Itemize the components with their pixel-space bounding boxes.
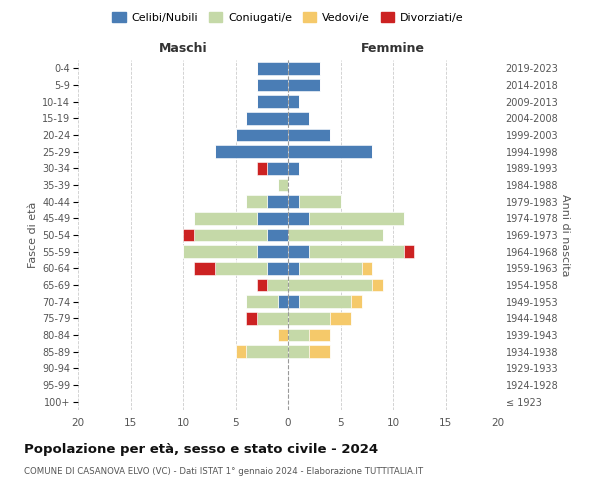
Bar bbox=[257, 162, 267, 174]
Bar bbox=[257, 79, 288, 92]
Bar bbox=[288, 296, 299, 308]
Bar bbox=[257, 62, 288, 74]
Bar bbox=[309, 212, 404, 224]
Bar bbox=[288, 346, 309, 358]
Bar bbox=[277, 296, 288, 308]
Bar bbox=[288, 279, 372, 291]
Bar bbox=[288, 62, 320, 74]
Bar bbox=[288, 96, 299, 108]
Bar bbox=[235, 346, 246, 358]
Bar bbox=[309, 329, 330, 341]
Bar bbox=[288, 196, 299, 208]
Bar bbox=[288, 129, 330, 141]
Bar bbox=[404, 246, 414, 258]
Bar bbox=[193, 229, 267, 241]
Bar bbox=[309, 246, 404, 258]
Text: Popolazione per età, sesso e stato civile - 2024: Popolazione per età, sesso e stato civil… bbox=[24, 442, 378, 456]
Bar bbox=[299, 262, 361, 274]
Bar bbox=[330, 312, 351, 324]
Bar bbox=[257, 96, 288, 108]
Bar bbox=[267, 229, 288, 241]
Bar bbox=[246, 312, 257, 324]
Bar bbox=[246, 296, 277, 308]
Bar bbox=[193, 262, 215, 274]
Y-axis label: Anni di nascita: Anni di nascita bbox=[560, 194, 569, 276]
Bar bbox=[193, 212, 257, 224]
Bar bbox=[267, 162, 288, 174]
Text: COMUNE DI CASANOVA ELVO (VC) - Dati ISTAT 1° gennaio 2024 - Elaborazione TUTTITA: COMUNE DI CASANOVA ELVO (VC) - Dati ISTA… bbox=[24, 468, 423, 476]
Bar bbox=[299, 296, 351, 308]
Bar bbox=[215, 262, 267, 274]
Bar bbox=[288, 146, 372, 158]
Bar bbox=[288, 212, 309, 224]
Bar bbox=[267, 196, 288, 208]
Bar bbox=[246, 196, 267, 208]
Bar bbox=[183, 246, 257, 258]
Bar bbox=[257, 312, 288, 324]
Bar bbox=[277, 329, 288, 341]
Bar bbox=[257, 212, 288, 224]
Bar bbox=[288, 112, 309, 124]
Text: Femmine: Femmine bbox=[361, 42, 425, 55]
Bar bbox=[235, 129, 288, 141]
Bar bbox=[309, 346, 330, 358]
Text: Maschi: Maschi bbox=[158, 42, 208, 55]
Bar bbox=[372, 279, 383, 291]
Bar bbox=[183, 229, 193, 241]
Bar bbox=[351, 296, 361, 308]
Bar bbox=[246, 346, 288, 358]
Bar bbox=[288, 246, 309, 258]
Bar bbox=[299, 196, 341, 208]
Bar bbox=[288, 162, 299, 174]
Legend: Celibi/Nubili, Coniugati/e, Vedovi/e, Divorziati/e: Celibi/Nubili, Coniugati/e, Vedovi/e, Di… bbox=[108, 8, 468, 28]
Bar bbox=[257, 279, 267, 291]
Bar bbox=[246, 112, 288, 124]
Bar bbox=[288, 229, 383, 241]
Bar bbox=[215, 146, 288, 158]
Bar bbox=[277, 179, 288, 192]
Y-axis label: Fasce di età: Fasce di età bbox=[28, 202, 38, 268]
Bar bbox=[288, 312, 330, 324]
Bar bbox=[257, 246, 288, 258]
Bar bbox=[288, 262, 299, 274]
Bar bbox=[267, 262, 288, 274]
Bar bbox=[288, 79, 320, 92]
Bar bbox=[267, 279, 288, 291]
Bar bbox=[288, 329, 309, 341]
Bar bbox=[361, 262, 372, 274]
